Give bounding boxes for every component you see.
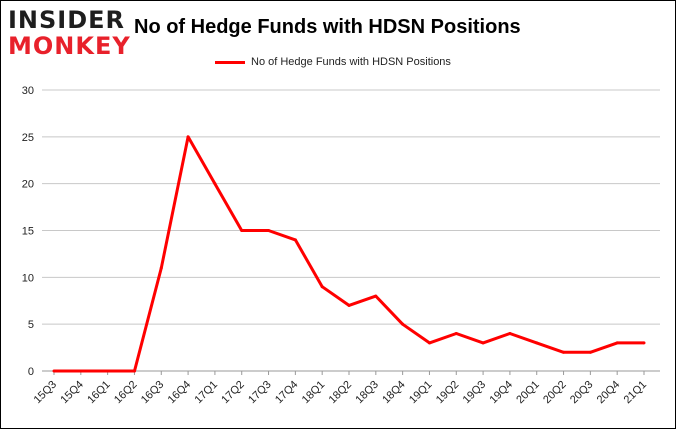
data-point: [508, 332, 512, 336]
data-point: [293, 238, 297, 242]
x-tick-label: 15Q4: [58, 379, 86, 407]
data-point: [401, 322, 405, 326]
data-point: [535, 341, 539, 345]
y-tick-label: 10: [22, 272, 34, 284]
y-tick-label: 0: [28, 366, 34, 378]
data-point: [213, 182, 217, 186]
insider-monkey-logo: INSIDER MONKEY: [8, 6, 131, 60]
data-point: [186, 135, 190, 139]
x-tick-label: 18Q3: [353, 379, 381, 407]
x-tick-label: 16Q4: [166, 379, 194, 407]
data-point: [562, 350, 566, 354]
x-tick-label: 17Q4: [273, 379, 301, 407]
data-point: [106, 369, 110, 373]
x-tick-label: 19Q3: [461, 379, 489, 407]
data-point: [427, 341, 431, 345]
data-point: [454, 332, 458, 336]
x-tick-label: 21Q1: [622, 379, 650, 407]
x-tick-label: 17Q2: [219, 379, 247, 407]
x-tick-label: 15Q3: [32, 379, 60, 407]
x-tick-label: 18Q2: [327, 379, 355, 407]
data-point: [374, 294, 378, 298]
chart-legend: No of Hedge Funds with HDSN Positions: [215, 55, 451, 69]
x-tick-label: 19Q1: [407, 379, 435, 407]
y-tick-label: 5: [28, 319, 34, 331]
data-point: [347, 303, 351, 307]
x-tick-label: 16Q2: [112, 379, 140, 407]
y-tick-label: 20: [22, 179, 34, 191]
x-tick-label: 19Q2: [434, 379, 462, 407]
x-tick-label: 16Q3: [139, 379, 167, 407]
data-point: [642, 341, 646, 345]
x-tick-label: 19Q4: [488, 379, 516, 407]
data-point: [159, 266, 163, 270]
data-point: [481, 341, 485, 345]
x-tick-label: 17Q3: [246, 379, 274, 407]
x-tick-label: 18Q1: [300, 379, 328, 407]
logo-line-1: INSIDER: [8, 6, 126, 34]
x-tick-label: 20Q3: [568, 379, 596, 407]
data-point: [132, 369, 136, 373]
y-tick-label: 15: [22, 226, 34, 238]
legend-swatch: [215, 60, 245, 64]
x-tick-label: 17Q1: [193, 379, 221, 407]
chart-title: No of Hedge Funds with HDSN Positions: [134, 16, 521, 38]
logo-line-2: MONKEY: [8, 32, 131, 60]
data-point: [588, 350, 592, 354]
data-point: [320, 285, 324, 289]
data-point: [267, 229, 271, 232]
data-point: [52, 369, 56, 373]
x-tick-label: 20Q1: [514, 379, 542, 407]
x-tick-label: 16Q1: [85, 379, 113, 407]
x-tick-label: 20Q2: [541, 379, 569, 407]
data-point: [240, 229, 244, 232]
series-line: [54, 135, 644, 373]
data-point: [79, 369, 83, 373]
legend-label: No of Hedge Funds with HDSN Positions: [251, 56, 451, 68]
y-tick-label: 25: [22, 132, 34, 144]
y-tick-label: 30: [22, 85, 34, 97]
x-tick-label: 18Q4: [380, 379, 408, 407]
x-tick-label: 20Q4: [595, 379, 623, 407]
data-point: [615, 341, 619, 345]
